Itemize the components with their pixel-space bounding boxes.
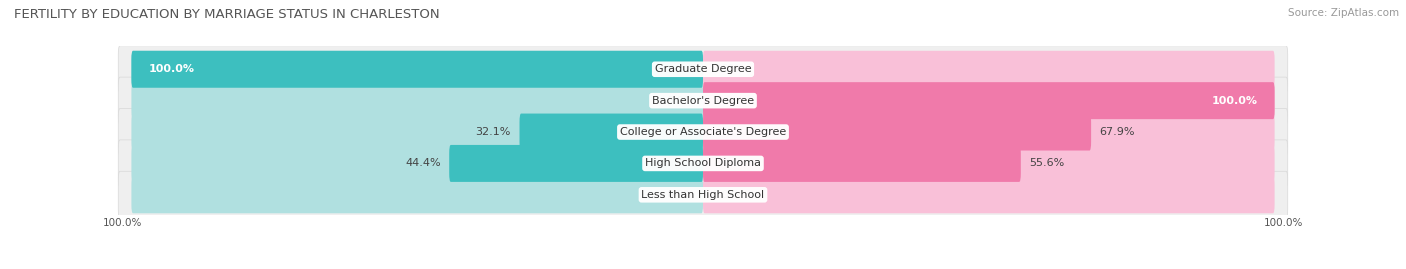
Text: 100.0%: 100.0%	[149, 64, 194, 74]
Text: 0.0%: 0.0%	[666, 190, 695, 200]
FancyBboxPatch shape	[118, 108, 1288, 155]
FancyBboxPatch shape	[703, 51, 1275, 88]
FancyBboxPatch shape	[131, 176, 703, 213]
Text: College or Associate's Degree: College or Associate's Degree	[620, 127, 786, 137]
Text: FERTILITY BY EDUCATION BY MARRIAGE STATUS IN CHARLESTON: FERTILITY BY EDUCATION BY MARRIAGE STATU…	[14, 8, 440, 21]
FancyBboxPatch shape	[519, 114, 703, 151]
Text: Graduate Degree: Graduate Degree	[655, 64, 751, 74]
Text: 100.0%: 100.0%	[103, 218, 142, 228]
FancyBboxPatch shape	[118, 77, 1288, 124]
FancyBboxPatch shape	[703, 145, 1021, 182]
Text: 67.9%: 67.9%	[1099, 127, 1135, 137]
Text: 44.4%: 44.4%	[405, 158, 440, 168]
FancyBboxPatch shape	[131, 114, 703, 151]
Text: Source: ZipAtlas.com: Source: ZipAtlas.com	[1288, 8, 1399, 18]
FancyBboxPatch shape	[131, 82, 703, 119]
FancyBboxPatch shape	[131, 51, 703, 88]
FancyBboxPatch shape	[118, 171, 1288, 218]
FancyBboxPatch shape	[703, 176, 1275, 213]
Text: 0.0%: 0.0%	[666, 96, 695, 106]
Text: Bachelor's Degree: Bachelor's Degree	[652, 96, 754, 106]
FancyBboxPatch shape	[131, 145, 703, 182]
Text: 0.0%: 0.0%	[711, 190, 740, 200]
Text: High School Diploma: High School Diploma	[645, 158, 761, 168]
Text: 100.0%: 100.0%	[1212, 96, 1257, 106]
Text: 100.0%: 100.0%	[1264, 218, 1303, 228]
Text: 32.1%: 32.1%	[475, 127, 510, 137]
FancyBboxPatch shape	[703, 82, 1275, 119]
FancyBboxPatch shape	[703, 114, 1091, 151]
Text: 55.6%: 55.6%	[1029, 158, 1064, 168]
FancyBboxPatch shape	[118, 46, 1288, 93]
Text: 0.0%: 0.0%	[711, 64, 740, 74]
FancyBboxPatch shape	[449, 145, 703, 182]
FancyBboxPatch shape	[131, 51, 703, 88]
FancyBboxPatch shape	[118, 140, 1288, 187]
FancyBboxPatch shape	[703, 145, 1275, 182]
FancyBboxPatch shape	[703, 82, 1275, 119]
FancyBboxPatch shape	[703, 114, 1275, 151]
Text: Less than High School: Less than High School	[641, 190, 765, 200]
